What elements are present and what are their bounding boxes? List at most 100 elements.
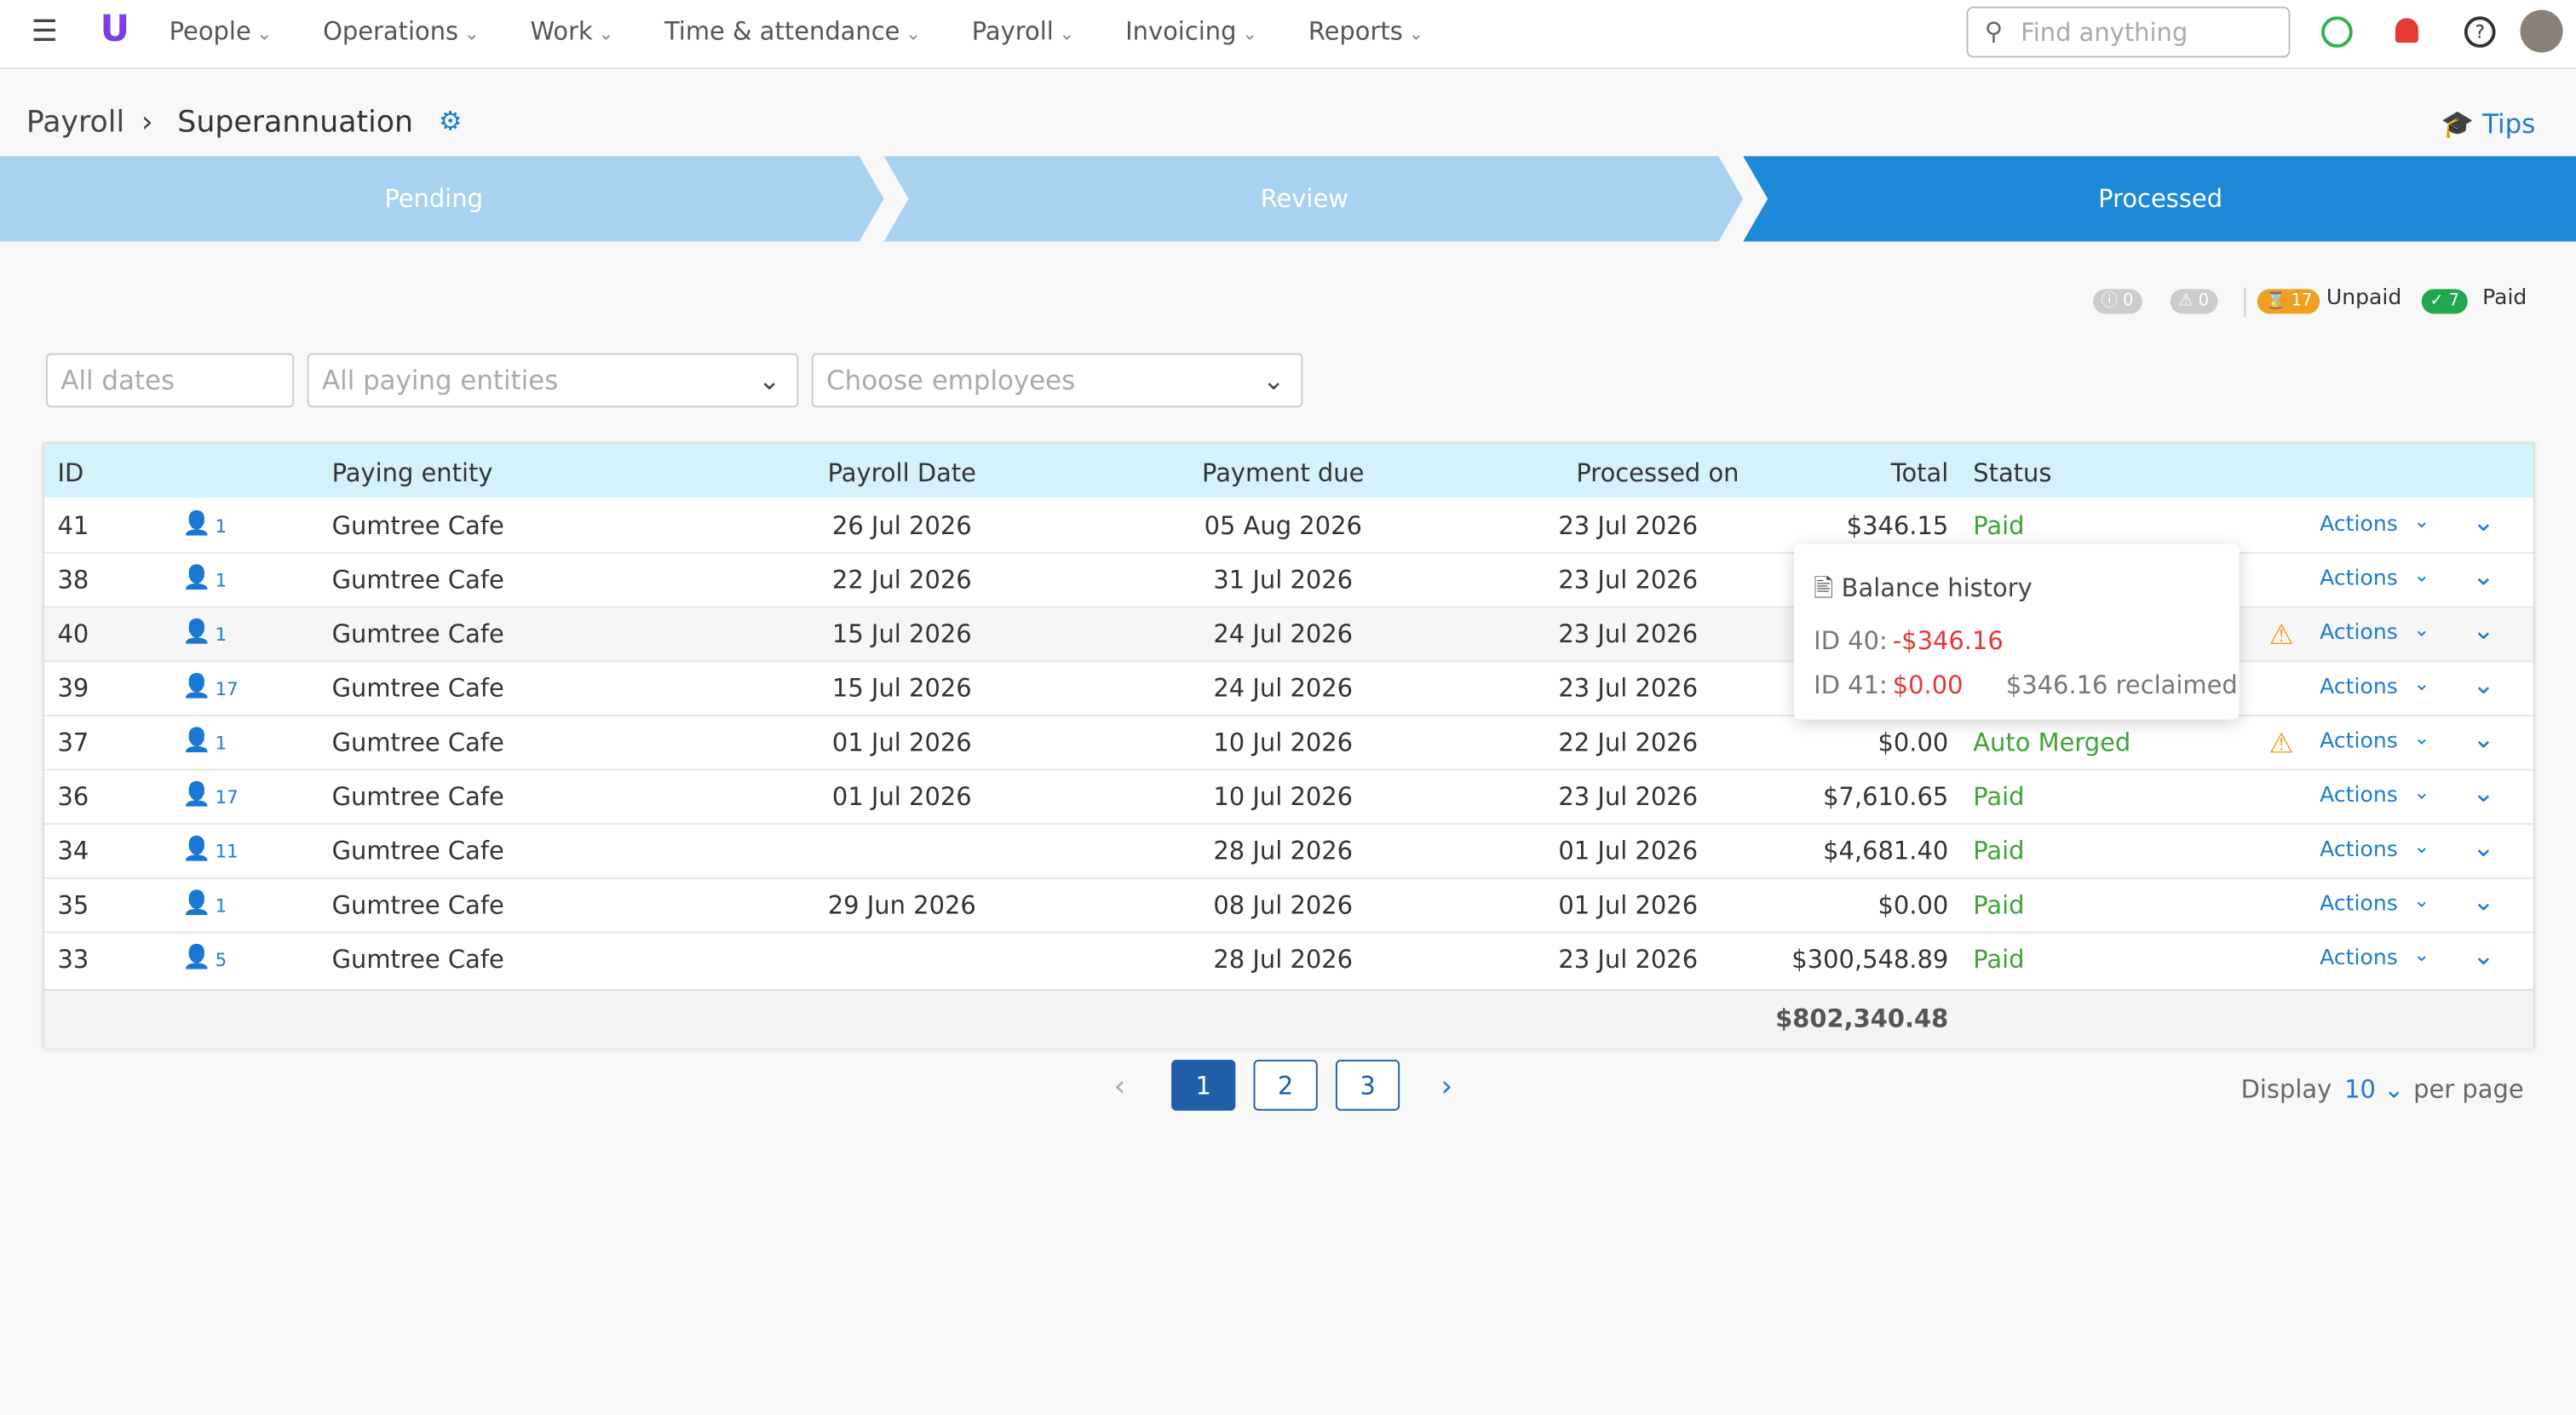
payment-due: 10 Jul 2026 bbox=[1213, 782, 1354, 812]
nav-item[interactable]: Payroll bbox=[972, 16, 1075, 46]
row[interactable] bbox=[44, 660, 2533, 716]
actions-button[interactable]: Actions bbox=[2320, 729, 2398, 755]
processed-on: 23 Jul 2026 bbox=[1558, 673, 1699, 704]
employee-count[interactable]: 1 bbox=[215, 624, 227, 646]
payroll-date: 15 Jul 2026 bbox=[831, 673, 972, 704]
row-id: 36 bbox=[57, 782, 89, 812]
employee-count[interactable]: 17 bbox=[215, 678, 239, 700]
prev-page[interactable]: ‹ bbox=[1113, 1069, 1126, 1105]
date-filter[interactable]: All dates bbox=[46, 353, 295, 408]
row[interactable] bbox=[44, 552, 2533, 608]
expand-button[interactable]: ⌄ bbox=[2472, 668, 2495, 700]
step-label[interactable]: Processed bbox=[2098, 184, 2223, 214]
total: $0.00 bbox=[1877, 890, 1949, 921]
per-page-select[interactable]: 10 ⌄ bbox=[2344, 1074, 2405, 1105]
page-button[interactable]: 3 bbox=[1335, 1059, 1400, 1111]
tooltip-label: ID 40: bbox=[1814, 625, 1888, 656]
paying-entity: Gumtree Cafe bbox=[331, 510, 504, 541]
actions-button[interactable]: Actions bbox=[2320, 837, 2398, 863]
payment-due: 10 Jul 2026 bbox=[1213, 728, 1354, 758]
info-count-value: 0 bbox=[2123, 292, 2134, 311]
payment-due: 28 Jul 2026 bbox=[1213, 836, 1354, 866]
expand-button[interactable]: ⌄ bbox=[2472, 831, 2495, 863]
expand-button[interactable]: ⌄ bbox=[2472, 940, 2495, 971]
row[interactable] bbox=[44, 931, 2533, 988]
row[interactable] bbox=[44, 714, 2533, 771]
actions-button[interactable]: Actions bbox=[2320, 946, 2398, 971]
nav-item[interactable]: Work bbox=[530, 16, 613, 46]
employee-icon[interactable]: 👤 bbox=[182, 619, 211, 646]
tips-link[interactable]: 🎓 Tips bbox=[2441, 108, 2536, 140]
page-button[interactable]: 1 bbox=[1171, 1059, 1236, 1111]
employee-icon[interactable]: 👤 bbox=[182, 510, 211, 538]
employee-count[interactable]: 17 bbox=[215, 786, 239, 808]
actions-caret: ⌄ bbox=[2413, 834, 2430, 858]
notifications-icon[interactable] bbox=[2395, 18, 2418, 43]
employee-icon[interactable]: 👤 bbox=[182, 890, 211, 917]
expand-button[interactable]: ⌄ bbox=[2472, 560, 2495, 592]
page-button[interactable]: 2 bbox=[1253, 1059, 1318, 1111]
employee-count[interactable]: 1 bbox=[215, 515, 227, 538]
status: Paid bbox=[1973, 944, 2025, 975]
employee-count[interactable]: 1 bbox=[215, 895, 227, 917]
info-count[interactable]: ⓘ 0 bbox=[2093, 289, 2142, 314]
employee-icon[interactable]: 👤 bbox=[182, 836, 211, 863]
actions-button[interactable]: Actions bbox=[2320, 567, 2398, 592]
avatar[interactable] bbox=[2520, 9, 2563, 53]
actions-button[interactable]: Actions bbox=[2320, 783, 2398, 808]
employee-icon[interactable]: 👤 bbox=[182, 565, 211, 592]
nav-item[interactable]: Operations bbox=[323, 16, 480, 46]
employee-icon[interactable]: 👤 bbox=[182, 944, 211, 971]
step-label[interactable]: Pending bbox=[384, 184, 483, 214]
employee-filter[interactable]: Choose employees ⌄ bbox=[811, 353, 1303, 408]
row[interactable] bbox=[44, 877, 2533, 934]
actions-caret: ⌄ bbox=[2413, 671, 2430, 695]
expand-button[interactable]: ⌄ bbox=[2472, 722, 2495, 755]
column-header: Payroll Date bbox=[827, 458, 976, 488]
expand-button[interactable]: ⌄ bbox=[2472, 777, 2495, 808]
search-box[interactable]: ⚲ Find anything bbox=[1966, 6, 2291, 58]
search-placeholder: Find anything bbox=[2021, 18, 2188, 48]
warning-count[interactable]: ⚠ 0 bbox=[2170, 289, 2217, 314]
step-label[interactable]: Review bbox=[1260, 184, 1348, 214]
breadcrumb-parent[interactable]: Payroll bbox=[26, 105, 125, 140]
row[interactable] bbox=[44, 823, 2533, 879]
expand-button[interactable]: ⌄ bbox=[2472, 506, 2495, 538]
status: Paid bbox=[1973, 510, 2025, 541]
employee-icon[interactable]: 👤 bbox=[182, 782, 211, 808]
expand-button[interactable]: ⌄ bbox=[2472, 885, 2495, 917]
nav-item[interactable]: Time & attendance bbox=[664, 16, 921, 46]
actions-button[interactable]: Actions bbox=[2320, 675, 2398, 700]
nav-item[interactable]: People bbox=[170, 16, 273, 46]
paid-count[interactable]: ✓ 7 bbox=[2421, 289, 2468, 314]
processed-on: 22 Jul 2026 bbox=[1558, 728, 1699, 758]
employee-count[interactable]: 1 bbox=[215, 733, 227, 755]
expand-button[interactable]: ⌄ bbox=[2472, 614, 2495, 646]
status-icon[interactable] bbox=[2321, 16, 2353, 48]
tooltip: 🖹 Balance history ID 40: -$346.16 ID 41:… bbox=[1794, 544, 2240, 720]
actions-button[interactable]: Actions bbox=[2320, 621, 2398, 646]
next-page[interactable]: › bbox=[1440, 1069, 1453, 1105]
processed-on: 23 Jul 2026 bbox=[1558, 619, 1699, 649]
employee-icon[interactable]: 👤 bbox=[182, 673, 211, 700]
payment-due: 31 Jul 2026 bbox=[1213, 565, 1354, 595]
unpaid-count[interactable]: ⌛ 17 bbox=[2257, 289, 2320, 314]
employee-icon[interactable]: 👤 bbox=[182, 728, 211, 755]
menu-button[interactable]: ☰ bbox=[31, 14, 58, 49]
help-icon[interactable]: ? bbox=[2464, 16, 2496, 48]
actions-button[interactable]: Actions bbox=[2320, 892, 2398, 917]
settings-icon[interactable]: ⚙ bbox=[438, 105, 463, 137]
payroll-date: 22 Jul 2026 bbox=[831, 565, 972, 595]
employee-count[interactable]: 5 bbox=[215, 949, 227, 971]
employee-count[interactable]: 11 bbox=[215, 841, 239, 863]
nav-item[interactable]: Reports bbox=[1308, 16, 1424, 46]
actions-button[interactable]: Actions bbox=[2320, 512, 2398, 538]
paying-entity: Gumtree Cafe bbox=[331, 565, 504, 595]
nav-item[interactable]: Invoicing bbox=[1125, 16, 1257, 46]
employee-count[interactable]: 1 bbox=[215, 570, 227, 592]
row[interactable] bbox=[44, 768, 2533, 825]
entity-filter[interactable]: All paying entities ⌄ bbox=[307, 353, 799, 408]
logo[interactable]: U bbox=[100, 9, 130, 51]
payroll-date: 15 Jul 2026 bbox=[831, 619, 972, 649]
payment-due: 24 Jul 2026 bbox=[1213, 673, 1354, 704]
